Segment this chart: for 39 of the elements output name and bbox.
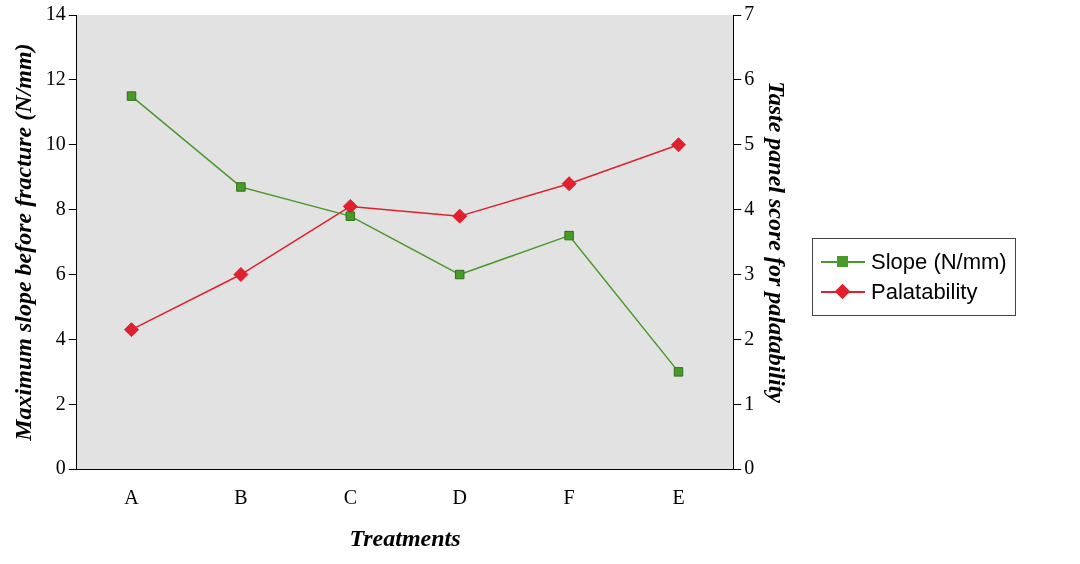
point bbox=[124, 322, 139, 338]
x-tick-label: E bbox=[672, 486, 685, 509]
y2-tick-label: 6 bbox=[744, 67, 755, 90]
y-tick-label: 2 bbox=[55, 391, 66, 414]
y2-tick-label: 4 bbox=[744, 196, 755, 219]
y-tick-label: 0 bbox=[55, 456, 66, 479]
y-tick-label: 12 bbox=[45, 67, 66, 90]
y2-tick-label: 2 bbox=[744, 326, 755, 349]
y2-tick-label: 7 bbox=[744, 2, 755, 25]
x-tick-label: A bbox=[124, 486, 140, 509]
x-tick-label: C bbox=[343, 486, 357, 509]
y-tick-label: 4 bbox=[55, 326, 66, 349]
point bbox=[561, 176, 577, 192]
x-tick-label: F bbox=[563, 486, 575, 509]
y2-tick-label: 5 bbox=[744, 132, 755, 155]
point bbox=[342, 198, 358, 214]
y-tick-label: 8 bbox=[55, 196, 66, 219]
y-tick-label: 6 bbox=[55, 261, 66, 284]
y-axis-title: Maximum slope before fracture (N/mm) bbox=[9, 43, 36, 442]
x-tick-label: D bbox=[452, 486, 467, 509]
point bbox=[671, 137, 686, 153]
point bbox=[126, 91, 137, 101]
y2-axis-title: Taste panel score for palatability bbox=[764, 81, 791, 404]
legend-label: Palatability bbox=[871, 279, 978, 305]
x-tick-label: B bbox=[234, 486, 248, 509]
legend-label: Slope (N/mm) bbox=[871, 249, 1007, 275]
point bbox=[452, 208, 468, 224]
y-tick-label: 10 bbox=[45, 132, 66, 155]
y2-tick-label: 3 bbox=[744, 261, 755, 284]
x-axis-title: Treatments bbox=[349, 524, 461, 551]
y-tick-label: 14 bbox=[45, 2, 66, 25]
point bbox=[233, 267, 249, 283]
point bbox=[345, 211, 356, 221]
point bbox=[673, 367, 684, 377]
point bbox=[564, 230, 574, 241]
point bbox=[454, 269, 465, 280]
point bbox=[236, 182, 246, 192]
y2-tick-label: 0 bbox=[744, 456, 755, 479]
y2-tick-label: 1 bbox=[744, 391, 755, 414]
